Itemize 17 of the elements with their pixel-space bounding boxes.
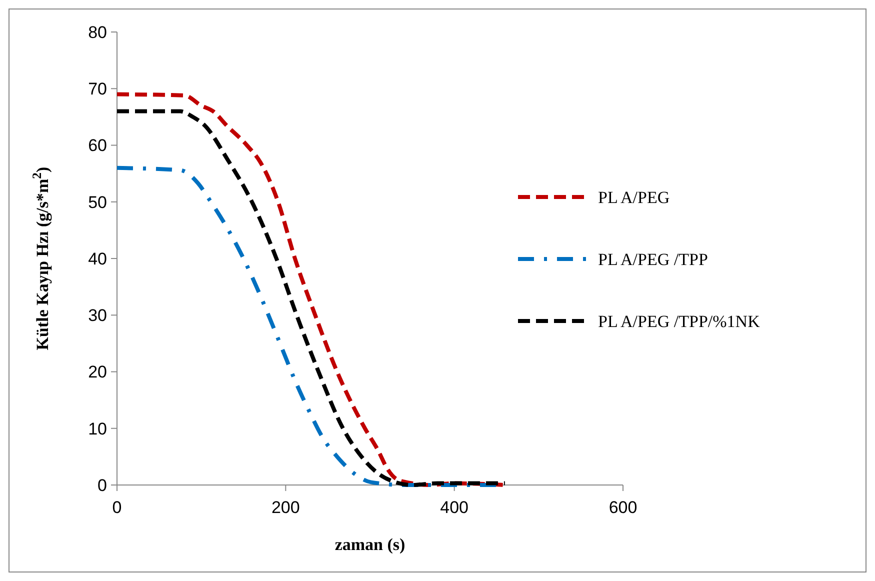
y-tick-label: 60 — [88, 136, 107, 156]
x-tick-label: 400 — [440, 498, 469, 517]
y-tick-label: 50 — [88, 192, 107, 212]
y-tick-label: 70 — [88, 80, 107, 99]
y-tick-label: 40 — [88, 249, 107, 268]
y-tick-label: 30 — [88, 306, 107, 326]
x-tick-label: 600 — [608, 498, 638, 517]
y-tick-label: 10 — [88, 419, 107, 438]
legend-label: PL A/PEG /TPP — [598, 250, 708, 269]
legend-label: PL A/PEG /TPP/%1NK — [598, 312, 761, 331]
x-axis-title: zaman (s) — [334, 535, 406, 554]
y-tick-label: 0 — [98, 476, 107, 495]
y-tick-label: 80 — [88, 22, 107, 42]
x-tick-label: 0 — [112, 498, 122, 517]
y-tick-label: 20 — [88, 362, 107, 382]
legend-label: PL A/PEG — [598, 188, 670, 207]
x-tick-label: 200 — [271, 498, 300, 517]
